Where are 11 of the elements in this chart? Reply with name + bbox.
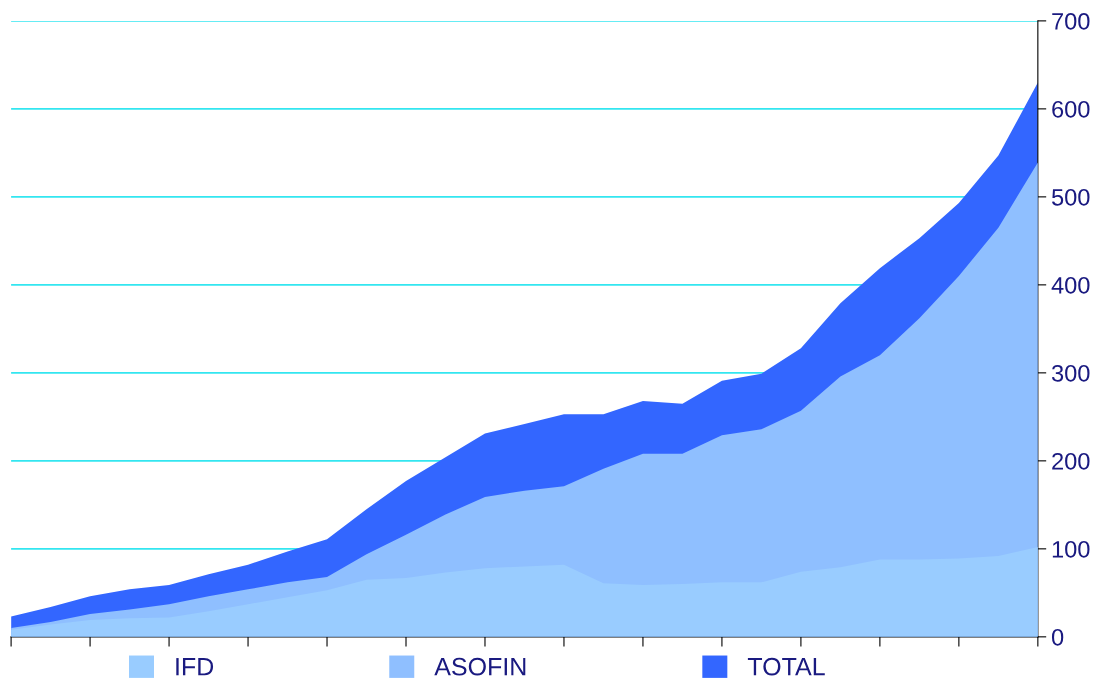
y-tick-label: 500 (1051, 188, 1090, 206)
y-tick-label: 700 (1052, 12, 1090, 30)
y-tick-label: 300 (1051, 364, 1090, 382)
y-tick-label: 200 (1052, 452, 1090, 470)
legend-label: ASOFIN (434, 657, 526, 676)
y-tick-label: 600 (1052, 100, 1090, 118)
y-tick-label: 0 (1051, 628, 1064, 646)
y-tick-label: 100 (1052, 540, 1090, 558)
y-tick-label: 400 (1051, 276, 1090, 294)
legend-label: IFD (176, 658, 214, 676)
legend-label: TOTAL (747, 657, 825, 676)
